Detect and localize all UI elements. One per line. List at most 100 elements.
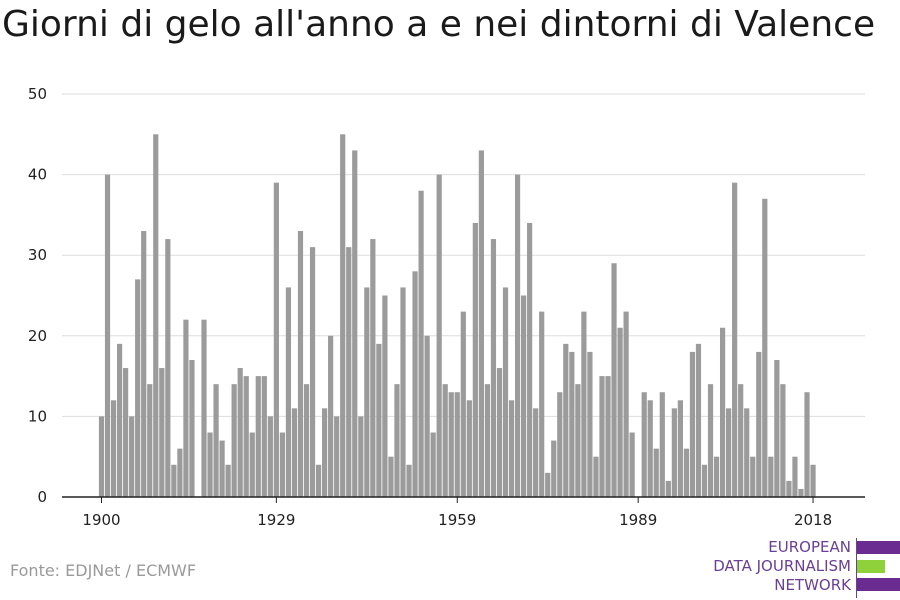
bar — [671, 408, 677, 497]
bar — [653, 448, 659, 497]
bar — [189, 359, 195, 497]
bar — [641, 392, 647, 497]
bar — [617, 327, 623, 497]
bar — [659, 392, 665, 497]
bars — [98, 134, 816, 498]
bar — [569, 351, 575, 497]
bar — [768, 456, 774, 497]
bar — [400, 287, 406, 497]
bar — [647, 400, 653, 497]
bar — [701, 464, 708, 497]
bar — [255, 376, 261, 497]
bar — [798, 488, 804, 497]
bar — [388, 456, 394, 497]
bar — [243, 376, 249, 497]
x-tick-label: 2018 — [794, 511, 832, 529]
y-tick-label: 40 — [28, 166, 47, 184]
bar — [527, 222, 533, 497]
bar — [623, 311, 629, 497]
bar — [521, 295, 527, 497]
bar — [756, 351, 762, 497]
bar — [183, 319, 189, 497]
x-tick-label: 1959 — [438, 511, 476, 529]
bar — [665, 480, 671, 497]
y-tick-label: 10 — [28, 407, 47, 425]
bar — [424, 335, 430, 497]
bar — [135, 279, 141, 497]
bar — [472, 222, 478, 497]
bar — [593, 456, 599, 497]
bar — [707, 384, 714, 497]
bar — [297, 231, 304, 497]
bar — [213, 384, 219, 497]
logo-bar-green — [857, 560, 885, 573]
bar — [376, 343, 382, 497]
bar — [774, 359, 780, 497]
bar — [261, 376, 267, 497]
x-axis: 1900 1929 1959 1989 2018 — [62, 496, 865, 529]
bar — [249, 432, 255, 497]
bar — [334, 416, 340, 497]
bar — [364, 287, 370, 497]
bar — [225, 464, 231, 497]
bar — [762, 198, 768, 497]
edjnet-logo: EUROPEAN DATA JOURNALISM NETWORK — [700, 538, 900, 598]
bar — [551, 440, 557, 497]
bar — [346, 247, 352, 497]
bar — [177, 448, 183, 497]
bar — [153, 134, 159, 498]
bar — [322, 408, 328, 497]
bar — [165, 239, 171, 497]
bar — [231, 384, 237, 497]
bar — [279, 432, 285, 497]
bar — [533, 408, 539, 497]
bar — [557, 392, 563, 497]
bar — [695, 343, 702, 497]
bar — [629, 432, 635, 497]
bar — [545, 472, 551, 497]
bar — [340, 134, 346, 498]
y-axis-labels: 0 10 20 30 40 50 — [28, 85, 47, 506]
x-tick-label: 1989 — [619, 511, 657, 529]
bar — [581, 311, 587, 497]
bar — [514, 174, 521, 497]
bar — [328, 335, 334, 497]
bar — [786, 480, 792, 497]
bar — [738, 384, 744, 497]
bar — [315, 464, 322, 497]
bar — [370, 239, 376, 497]
bar — [587, 351, 593, 497]
bar — [575, 384, 581, 497]
logo-bar-purple-bottom — [857, 578, 900, 591]
bar — [732, 182, 738, 497]
bar — [406, 464, 412, 497]
bar — [484, 384, 491, 497]
bar — [303, 384, 310, 497]
bar — [110, 400, 117, 497]
bar — [436, 174, 442, 497]
logo-bar-purple-top — [857, 541, 900, 554]
bar — [508, 400, 515, 497]
bar — [599, 376, 605, 497]
chart-title: Giorni di gelo all'anno a e nei dintorni… — [2, 4, 876, 45]
y-tick-label: 20 — [28, 327, 47, 345]
bar — [98, 416, 105, 497]
bar — [394, 384, 400, 497]
bar — [780, 384, 786, 497]
bar — [412, 271, 418, 497]
y-tick-label: 0 — [37, 488, 47, 506]
bar — [689, 351, 696, 497]
bar — [478, 150, 484, 498]
bar — [460, 311, 466, 497]
bar — [539, 311, 545, 497]
bar — [418, 190, 424, 497]
bar — [713, 456, 720, 497]
bar — [448, 392, 454, 497]
bar — [219, 440, 225, 497]
bar — [171, 464, 177, 497]
bar — [490, 239, 497, 497]
x-tick-label: 1900 — [82, 511, 120, 529]
y-tick-label: 50 — [28, 85, 47, 103]
bar — [442, 384, 448, 497]
